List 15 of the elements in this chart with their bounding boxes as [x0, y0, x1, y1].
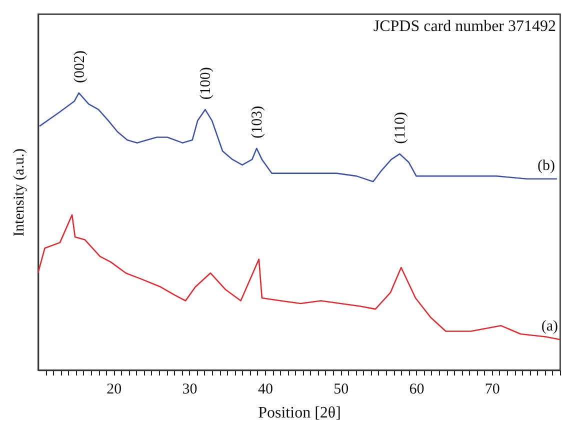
- x-tick-label: 20: [106, 382, 122, 398]
- y-axis-title: Intensity (a.u.): [12, 148, 28, 236]
- x-tick-label: 50: [334, 382, 349, 398]
- x-tick-label: 60: [409, 382, 424, 398]
- annotation: (103): [250, 106, 266, 138]
- text: JCPDS card number 371492: [373, 18, 556, 35]
- annotation: (002): [72, 50, 88, 83]
- series-label: (b): [537, 158, 555, 174]
- annotation: (100): [198, 67, 214, 100]
- x-tick-label: 70: [484, 382, 500, 398]
- x-tick-label: 30: [182, 382, 198, 398]
- x-tick-label: 40: [258, 382, 273, 398]
- x-axis-title: Position [2θ]: [258, 404, 341, 422]
- annotation: (110): [392, 112, 409, 144]
- series-label: (a): [541, 318, 558, 335]
